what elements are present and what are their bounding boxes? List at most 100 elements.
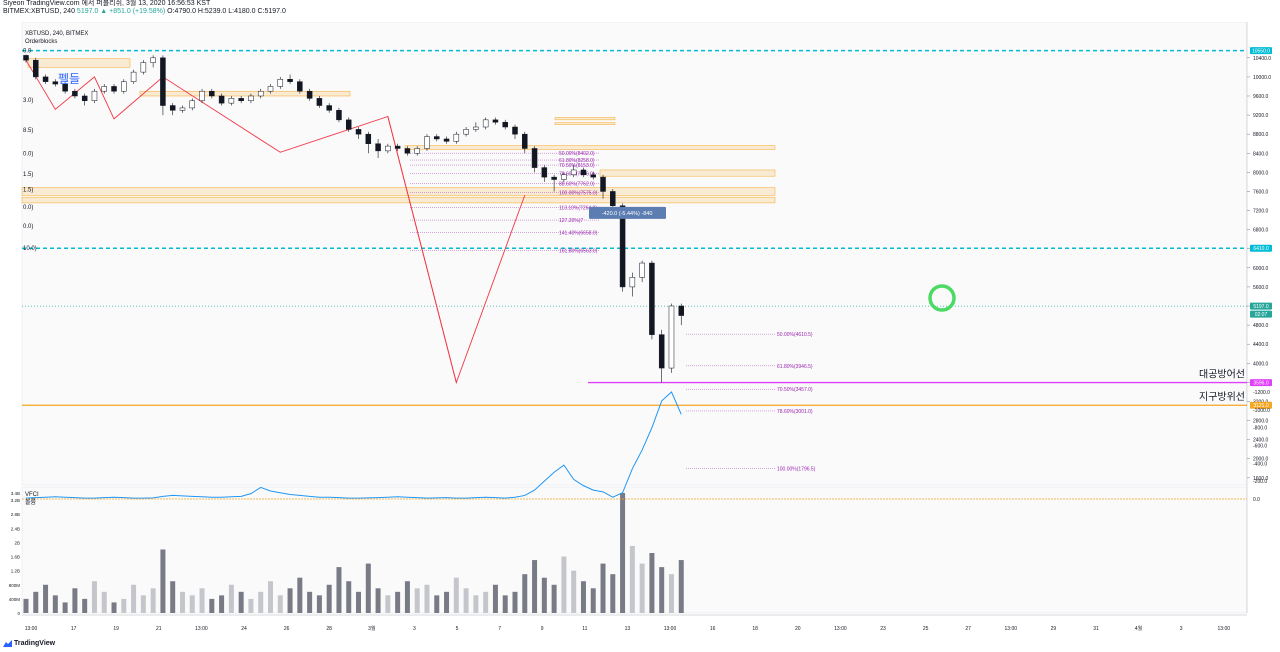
volume-bar [356, 591, 362, 613]
measure-box [589, 206, 666, 219]
vfci-axis-label: -1000.0 [1253, 408, 1270, 414]
volume-bar [287, 588, 293, 613]
candle-body [209, 90, 215, 97]
fib-label: 70.50%(3457.0) [777, 387, 813, 393]
volume-bar [522, 574, 528, 613]
candle-body [306, 90, 313, 99]
x-tick-label: 5 [456, 626, 459, 632]
volume-bar [483, 591, 489, 613]
volume-axis-label: 2.8B [11, 512, 20, 517]
y-tick-label: 4400.0 [1253, 342, 1269, 348]
candle-body [443, 138, 450, 142]
volume-axis-label: 0 [17, 611, 20, 616]
volume-bar [444, 591, 450, 613]
candle-body [649, 262, 655, 335]
left-level-label: 3.0) [23, 98, 33, 104]
fib-label: 88.60%(7762.0) [559, 182, 595, 188]
vfci-axis-label: -600.0 [1253, 444, 1267, 450]
x-tick-label: 13:00 [834, 626, 847, 632]
candle-body [365, 133, 372, 144]
volume-bar [336, 567, 342, 613]
fib-label: 161.80%(6563.0) [559, 249, 598, 255]
candle-body [502, 121, 508, 128]
volume-bar [639, 563, 645, 613]
volume-bar [414, 588, 420, 613]
volume-bar [238, 591, 244, 613]
candle-body [668, 305, 675, 369]
y-tick-label: 7600.0 [1253, 189, 1269, 195]
volume-bar [43, 584, 49, 613]
candle-body [404, 148, 411, 154]
candle-body [541, 167, 548, 178]
candle-body [590, 174, 596, 178]
price-badge [1250, 244, 1272, 252]
fib-label: 113.10%(7264.0) [559, 205, 597, 211]
candle-body [551, 176, 557, 180]
volume-bar [463, 588, 469, 613]
orderblock-zone [599, 169, 776, 177]
volume-bar [346, 581, 352, 613]
y-tick-label: 1600.0 [1253, 476, 1269, 482]
volume-bar [228, 584, 234, 613]
volume-bar [610, 574, 616, 613]
volume-bar [492, 584, 498, 613]
candle-body [355, 129, 362, 135]
candle-body [639, 262, 645, 278]
volume-bar [424, 584, 430, 613]
volume-bar [72, 588, 78, 613]
candle-body [316, 98, 323, 106]
volume-bar [170, 581, 176, 613]
price-badge-label: 02:07 [1255, 312, 1268, 318]
y-tick-label: 2400.0 [1253, 438, 1269, 444]
volume-bar [209, 598, 215, 613]
volume-bar [590, 588, 596, 613]
left-level-label: 0.0) [23, 205, 33, 211]
volume-bar [199, 588, 205, 613]
volume-bar [268, 581, 273, 613]
x-tick-label: 13:00 [1218, 626, 1231, 632]
candle-body [121, 81, 127, 92]
chart-footer: TradingView [0, 636, 1280, 652]
candle-body [678, 305, 685, 316]
symbol-name: BITMEX:XBTUSD, 240 [3, 8, 75, 15]
fib-label: 100.00%(7575.0) [559, 191, 598, 197]
orderblock-zone [139, 90, 351, 97]
candle-body [228, 98, 235, 104]
x-tick-label: 11 [582, 626, 587, 632]
left-level-label: 8.5) [23, 128, 33, 134]
volume-bar [375, 588, 381, 613]
fib-label: 78.60%(3001.0) [777, 409, 813, 415]
y-tick-label: 8800.0 [1253, 132, 1269, 138]
candle-body [658, 334, 665, 369]
volume-bar [189, 595, 195, 613]
volume-axis-label: 2.4B [11, 526, 20, 531]
volume-bar [600, 563, 606, 613]
candle-body [512, 126, 518, 135]
left-level-label: 10.0) [23, 246, 37, 252]
volume-bar [62, 602, 68, 613]
volume-bar [659, 567, 665, 613]
price-badge-label: 6410.0 [1253, 246, 1269, 252]
x-tick-label: 29 [1051, 626, 1057, 632]
candle-body [522, 133, 528, 149]
level-label: 대공방어선 [1199, 369, 1245, 381]
x-tick-label: 9 [541, 626, 544, 632]
left-level-label: 1.5) [23, 188, 33, 194]
x-tick-label: 3월 [368, 625, 376, 632]
candle-body [267, 86, 274, 92]
orderblock-zone [404, 145, 776, 150]
chart-canvas[interactable]: 10400.010000.09600.09200.08800.08400.080… [0, 22, 1280, 636]
volume-bar [258, 591, 264, 613]
candle-body [287, 79, 293, 82]
y-tick-label: 9600.0 [1253, 94, 1269, 100]
left-level-label: 0.0) [23, 151, 33, 157]
measure-label: -420.0 (-5.44%) -840 [602, 211, 653, 217]
vfci-axis-label: -1200.0 [1253, 390, 1270, 396]
x-tick-label: 7 [498, 626, 501, 632]
x-tick-label: 3 [413, 626, 416, 632]
volume-bar [571, 570, 577, 613]
price-change: ▲ +851.0 (+19.58%) [100, 8, 166, 15]
volume-bar [82, 598, 88, 613]
candle-body [150, 57, 156, 63]
candle-body [345, 119, 352, 130]
